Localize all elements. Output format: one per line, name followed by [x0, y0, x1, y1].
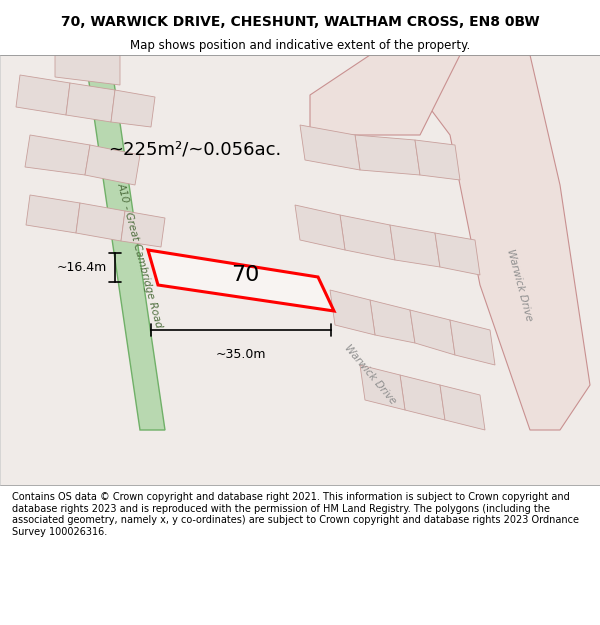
Polygon shape: [16, 75, 70, 115]
Polygon shape: [330, 290, 375, 335]
Polygon shape: [111, 90, 155, 127]
Polygon shape: [76, 203, 125, 241]
Polygon shape: [390, 55, 590, 430]
Polygon shape: [440, 385, 485, 430]
Text: 70, WARWICK DRIVE, CHESHUNT, WALTHAM CROSS, EN8 0BW: 70, WARWICK DRIVE, CHESHUNT, WALTHAM CRO…: [61, 16, 539, 29]
Text: A10 - Great Cambridge Road: A10 - Great Cambridge Road: [116, 181, 164, 329]
Polygon shape: [400, 375, 445, 420]
Polygon shape: [26, 195, 80, 233]
Polygon shape: [148, 250, 334, 311]
Polygon shape: [355, 135, 420, 175]
Polygon shape: [55, 55, 120, 85]
Polygon shape: [410, 310, 455, 355]
Polygon shape: [25, 135, 90, 175]
Polygon shape: [85, 145, 140, 185]
Polygon shape: [310, 55, 460, 135]
Polygon shape: [435, 233, 480, 275]
Polygon shape: [450, 320, 495, 365]
Polygon shape: [340, 215, 395, 260]
Polygon shape: [121, 211, 165, 247]
Polygon shape: [300, 125, 360, 170]
Polygon shape: [370, 300, 415, 343]
Polygon shape: [360, 365, 405, 410]
Polygon shape: [390, 225, 440, 267]
Polygon shape: [415, 140, 460, 180]
Text: Warwick Drive: Warwick Drive: [343, 343, 398, 407]
Text: Warwick Drive: Warwick Drive: [506, 248, 535, 322]
Polygon shape: [66, 83, 115, 122]
Text: 70: 70: [231, 265, 259, 285]
Polygon shape: [295, 205, 345, 250]
Text: ~35.0m: ~35.0m: [216, 348, 266, 361]
Polygon shape: [85, 55, 165, 430]
Text: Map shows position and indicative extent of the property.: Map shows position and indicative extent…: [130, 39, 470, 51]
Text: Contains OS data © Crown copyright and database right 2021. This information is : Contains OS data © Crown copyright and d…: [12, 492, 579, 537]
Text: ~16.4m: ~16.4m: [57, 261, 107, 274]
Text: ~225m²/~0.056ac.: ~225m²/~0.056ac.: [109, 141, 281, 159]
